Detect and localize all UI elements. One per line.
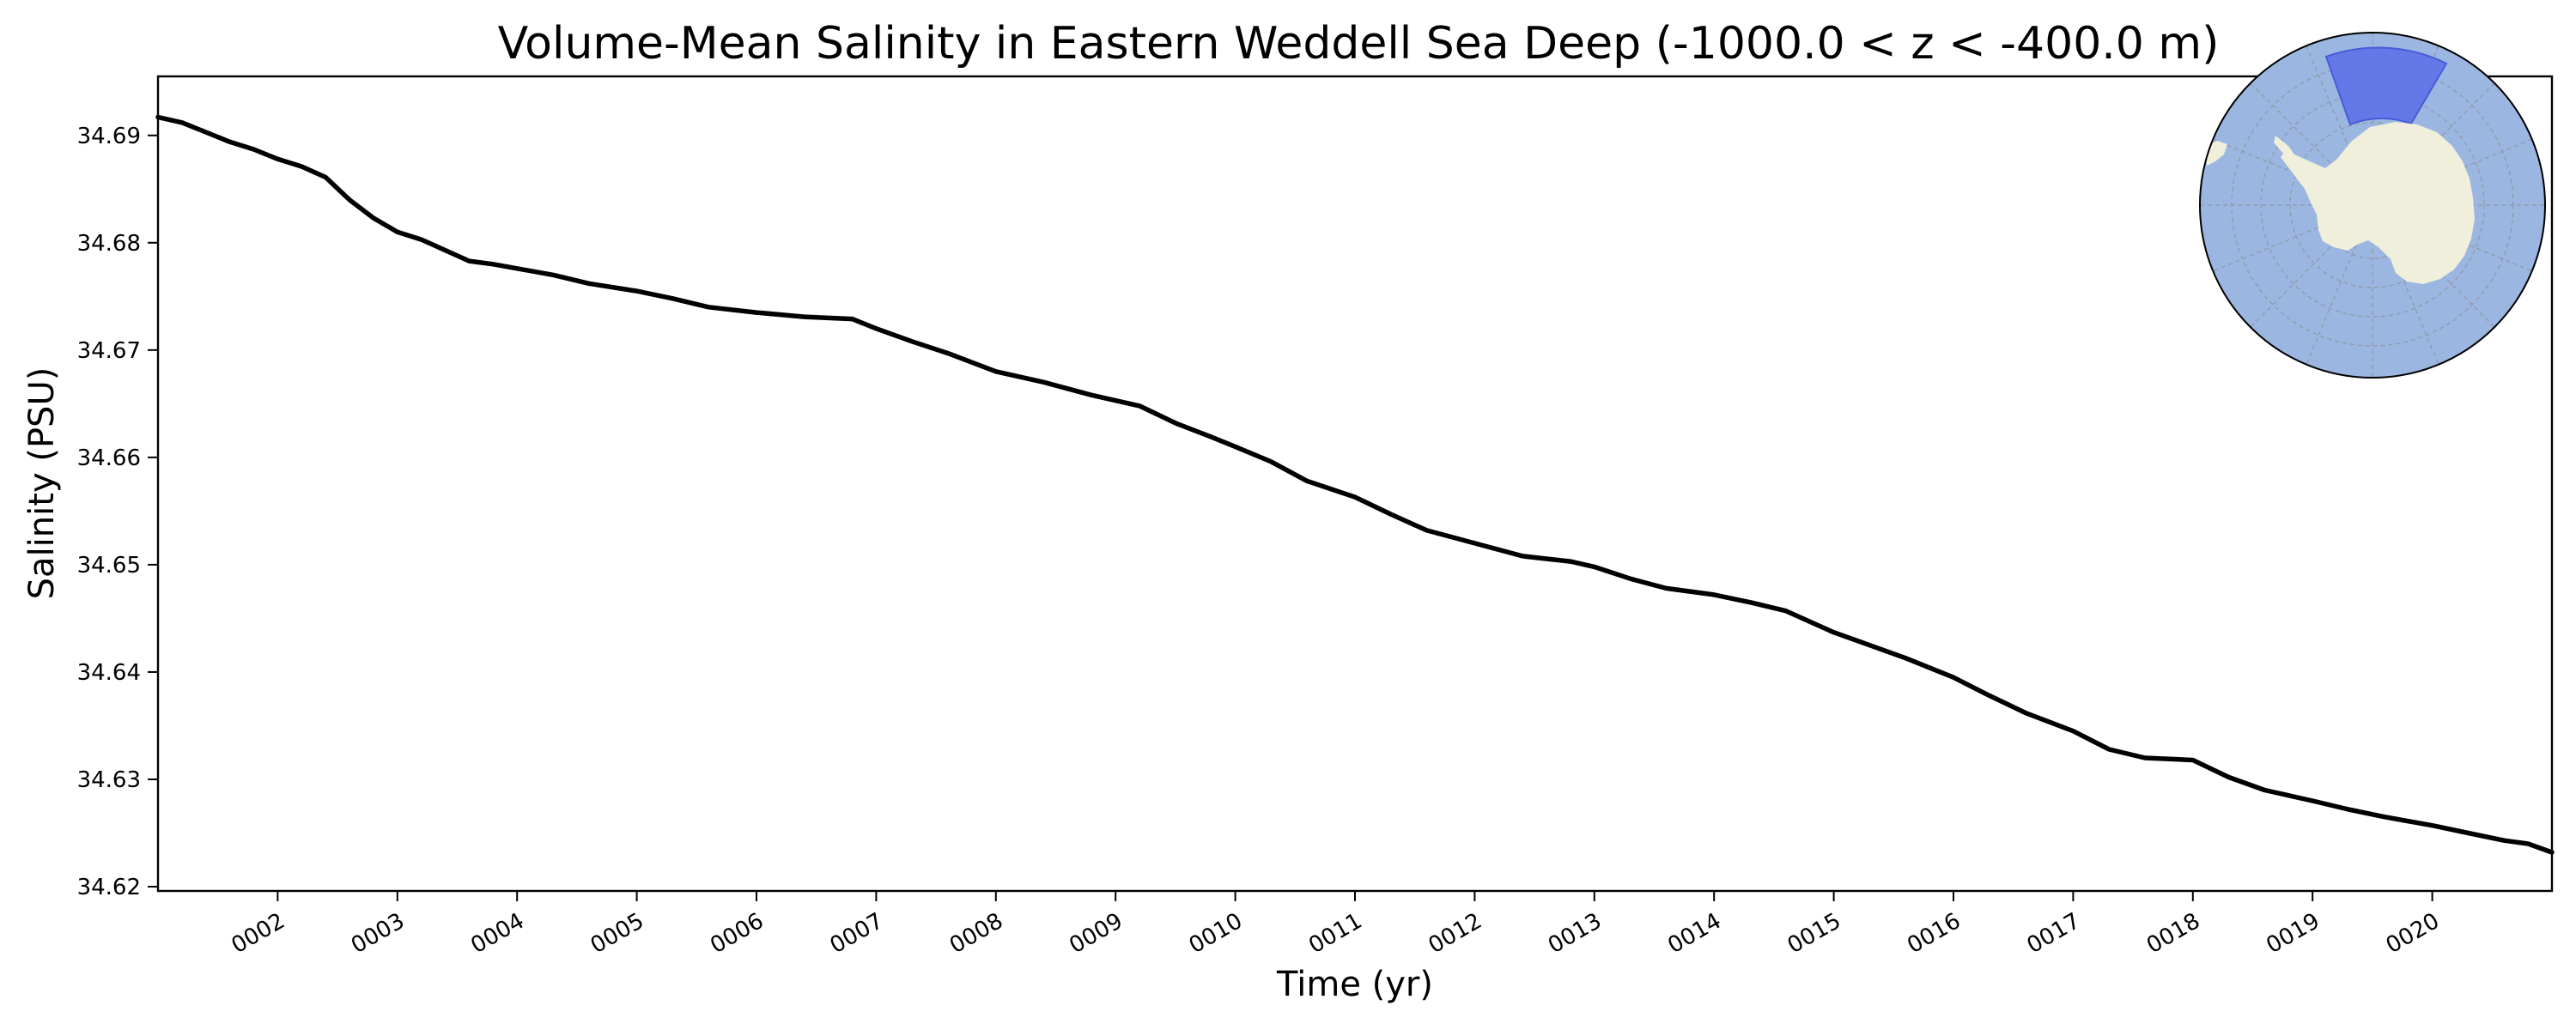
plot-frame (156, 75, 2554, 893)
x-tick-label: 0012 (1425, 908, 1486, 959)
y-tick-label: 34.65 (77, 553, 141, 579)
y-axis-ticks: 34.62 34.63 34.64 34.65 34.66 34.67 34.68 34.69 (77, 124, 158, 900)
y-tick-label: 34.64 (77, 660, 141, 686)
x-tick-label: 0003 (347, 908, 409, 959)
y-tick-label: 34.68 (77, 231, 141, 257)
x-tick-label: 0015 (1783, 908, 1845, 959)
x-axis-label: Time (yr) (1276, 965, 1433, 1004)
x-tick-label: 0009 (1065, 908, 1127, 959)
x-tick-label: 0018 (2142, 908, 2204, 959)
y-tick-label: 34.62 (77, 875, 141, 900)
x-tick-label: 0010 (1185, 908, 1247, 959)
map-border (2199, 32, 2546, 379)
x-tick-label: 0002 (228, 908, 289, 959)
chart-title: Volume-Mean Salinity in Eastern Weddell … (498, 18, 2220, 70)
y-tick-label: 34.69 (77, 124, 141, 149)
antarctica-landmass (2281, 122, 2475, 284)
x-tick-label: 0011 (1304, 908, 1366, 959)
eastern-weddell-region (2324, 46, 2448, 126)
salinity-series-line (155, 114, 2555, 855)
x-tick-label: 0005 (586, 908, 648, 959)
x-tick-label: 0013 (1544, 908, 1606, 959)
x-tick-label: 0004 (466, 908, 528, 959)
antarctic-peninsula (2274, 136, 2288, 154)
x-tick-label: 0017 (2023, 908, 2085, 959)
x-tick-label: 0006 (706, 908, 768, 959)
x-tick-label: 0008 (945, 908, 1007, 959)
x-tick-label: 0019 (2262, 908, 2324, 959)
y-tick-label: 34.66 (77, 445, 141, 471)
x-tick-label: 0020 (2382, 908, 2444, 959)
y-tick-label: 34.63 (77, 767, 141, 793)
x-tick-label: 0014 (1663, 908, 1725, 959)
y-tick-label: 34.67 (77, 338, 141, 364)
x-axis-ticks: 0002 0003 0004 0005 0006 0007 0008 0009 0010 0011… (228, 891, 2444, 959)
inset-antarctic-map (2199, 32, 2546, 379)
x-tick-label: 0016 (1903, 908, 1965, 959)
x-tick-label: 0007 (826, 908, 888, 959)
y-axis-label: Salinity (PSU) (22, 367, 62, 600)
